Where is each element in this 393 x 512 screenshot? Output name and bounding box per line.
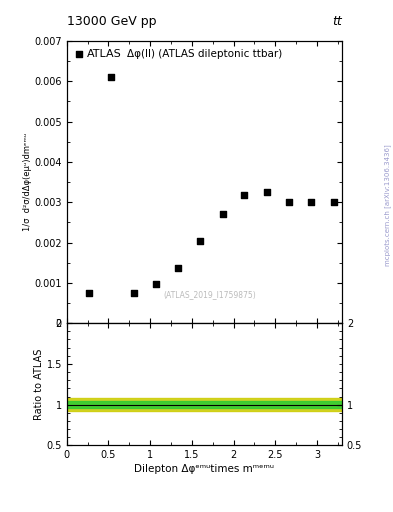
Text: mcplots.cern.ch [arXiv:1306.3436]: mcplots.cern.ch [arXiv:1306.3436] <box>384 144 391 266</box>
Text: Δφ(ll) (ATLAS dileptonic ttbar): Δφ(ll) (ATLAS dileptonic ttbar) <box>127 50 282 59</box>
Y-axis label: 1/σ  d²σ/dΔφ(eμᵘ)dmᵉᵐᵘ: 1/σ d²σ/dΔφ(eμᵘ)dmᵉᵐᵘ <box>22 133 31 231</box>
Point <box>153 280 159 288</box>
Point <box>174 264 181 272</box>
Point <box>308 198 314 206</box>
Point <box>286 198 292 206</box>
Point <box>197 237 203 245</box>
Y-axis label: Ratio to ATLAS: Ratio to ATLAS <box>34 349 44 420</box>
Point <box>130 289 137 297</box>
Point <box>241 191 248 199</box>
X-axis label: Dilepton Δφᵉᵐᵘtimes mᵐᵉᵐᵘ: Dilepton Δφᵉᵐᵘtimes mᵐᵉᵐᵘ <box>134 464 274 475</box>
Point <box>264 188 270 196</box>
Point <box>220 209 226 218</box>
Legend: ATLAS: ATLAS <box>72 47 124 61</box>
Text: tt: tt <box>332 15 342 28</box>
Text: (ATLAS_2019_I1759875): (ATLAS_2019_I1759875) <box>163 290 256 300</box>
Text: 13000 GeV pp: 13000 GeV pp <box>67 15 156 28</box>
Point <box>331 198 337 206</box>
Point <box>108 73 114 81</box>
Point <box>86 289 92 297</box>
